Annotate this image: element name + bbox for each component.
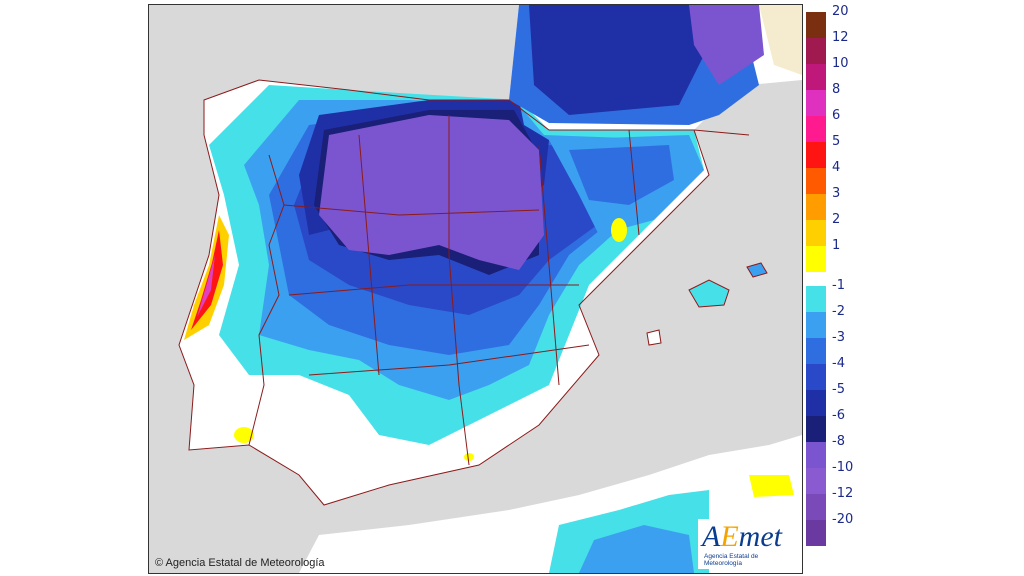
mallorca: [688, 279, 730, 308]
legend-swatch: [806, 90, 826, 116]
legend-swatch: [806, 468, 826, 494]
legend-swatch: [806, 64, 826, 90]
legend-swatch: [806, 286, 826, 312]
aemet-logo-subtitle: Agencia Estatal de Meteorología: [704, 553, 759, 567]
legend-label: -4: [832, 356, 845, 371]
legend-swatch: [806, 220, 826, 246]
legend-label: 20: [832, 4, 849, 19]
anom-layer-8: [319, 115, 544, 270]
logo-letter-e: E: [720, 520, 739, 553]
legend-label: -6: [832, 408, 845, 423]
legend-swatch: [806, 246, 826, 272]
legend-swatch: [806, 312, 826, 338]
legend-swatch: [806, 390, 826, 416]
legend-label: -2: [832, 304, 845, 319]
menorca: [746, 262, 768, 278]
legend-label: -10: [832, 460, 854, 475]
legend-swatch: [806, 168, 826, 194]
logo-letters-met: met: [738, 520, 782, 553]
color-legend: 20 12 10 8 6 5 4 3 2 1 -1 -2 -3 -4 -5 -6 -8 -10 -12 -20: [806, 5, 866, 572]
legend-label: 1: [832, 238, 841, 253]
legend-swatch: [806, 520, 826, 546]
warm-spot-1: [234, 427, 254, 443]
france-land-edge: [759, 5, 802, 75]
legend-swatch: [806, 364, 826, 390]
legend-label: -5: [832, 382, 845, 397]
legend-swatch: [806, 12, 826, 38]
legend-swatch: [806, 416, 826, 442]
africa-anom-2: [579, 525, 694, 573]
legend-label: -3: [832, 330, 845, 345]
legend-swatch: [806, 442, 826, 468]
legend-label: 6: [832, 108, 841, 123]
aemet-logo-text: AEmet: [702, 519, 782, 555]
legend-label: -1: [832, 278, 845, 293]
coast-warm-3: [197, 255, 215, 317]
ibiza: [646, 329, 662, 346]
temperature-anomaly-map: © Agencia Estatal de Meteorología AEmet …: [148, 4, 803, 574]
legend-label: -12: [832, 486, 854, 501]
warm-spot-2: [611, 218, 627, 242]
warm-spot-3: [464, 453, 474, 461]
legend-swatch: [806, 116, 826, 142]
legend-label: 12: [832, 30, 849, 45]
copyright-text: © Agencia Estatal de Meteorología: [155, 557, 325, 569]
legend-label: 3: [832, 186, 841, 201]
logo-letter-a: A: [702, 520, 721, 553]
borders: [178, 79, 750, 506]
legend-swatch: [806, 38, 826, 64]
ebro-anom-2: [569, 145, 674, 205]
legend-label: 5: [832, 134, 841, 149]
africa-warm: [749, 475, 794, 497]
map-canvas: [149, 5, 802, 573]
legend-label: 8: [832, 82, 841, 97]
legend-label: -8: [832, 434, 845, 449]
legend-swatch: [806, 194, 826, 220]
france-anom-3: [689, 5, 764, 85]
aemet-logo: AEmet Agencia Estatal de Meteorología: [698, 519, 796, 569]
legend-label: -20: [832, 512, 854, 527]
legend-label: 2: [832, 212, 841, 227]
legend-swatch: [806, 338, 826, 364]
legend-swatch: [806, 142, 826, 168]
legend-label: 10: [832, 56, 849, 71]
legend-label: 4: [832, 160, 841, 175]
legend-swatch: [806, 494, 826, 520]
france-anom-2: [529, 5, 709, 115]
